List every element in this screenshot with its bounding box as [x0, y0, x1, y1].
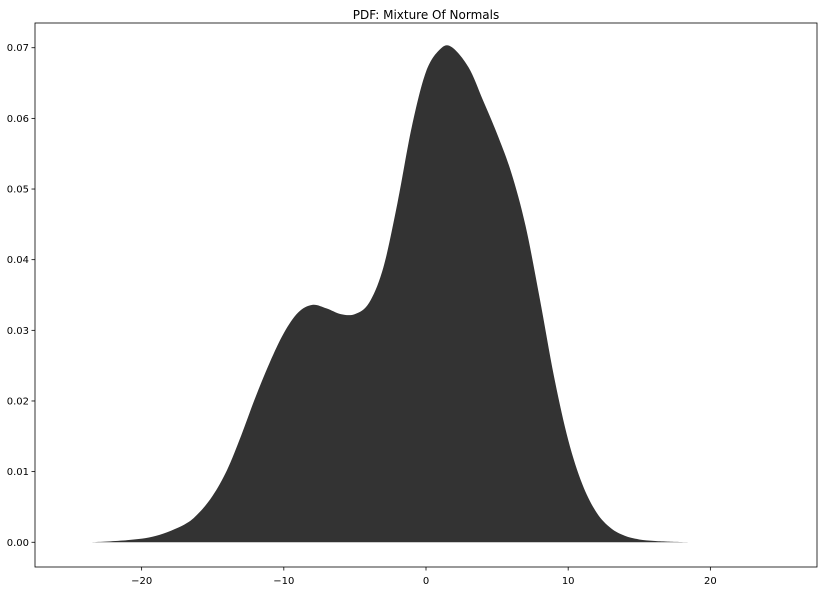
x-axis-ticks: −20 −10 0 10 20	[131, 567, 717, 587]
x-tick-label: 20	[704, 576, 717, 587]
chart-title: PDF: Mixture Of Normals	[353, 8, 499, 22]
x-tick-label: −20	[131, 576, 152, 587]
x-tick-label: 10	[562, 576, 575, 587]
y-tick-label: 0.01	[7, 467, 29, 478]
y-tick-label: 0.00	[7, 538, 29, 549]
x-tick-label: −10	[273, 576, 294, 587]
y-axis-ticks: 0.00 0.01 0.02 0.03 0.04 0.05 0.06 0.07	[7, 43, 35, 549]
y-tick-label: 0.06	[7, 114, 29, 125]
y-tick-label: 0.07	[7, 43, 29, 54]
axes-frame	[34, 22, 818, 568]
x-tick-label: 0	[423, 576, 429, 587]
y-tick-label: 0.02	[7, 396, 29, 407]
y-tick-label: 0.03	[7, 326, 29, 337]
density-area	[91, 45, 694, 543]
y-tick-label: 0.05	[7, 185, 29, 196]
y-tick-label: 0.04	[7, 255, 29, 266]
